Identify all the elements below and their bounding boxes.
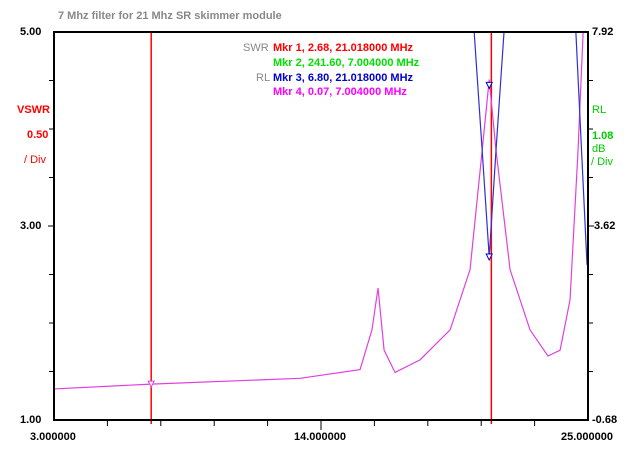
legend-rl-label: RL xyxy=(256,72,271,84)
marker-triangle xyxy=(147,380,155,389)
marker-triangle xyxy=(485,81,494,90)
left-tick-bottom: 1.00 xyxy=(20,414,42,426)
plot-frame xyxy=(53,31,589,421)
right-axis-label: RL xyxy=(592,104,607,116)
x-tick-mid: 14.000000 xyxy=(294,431,346,443)
x-tick-end: 25.000000 xyxy=(561,431,613,443)
right-tick-bottom: -0.68 xyxy=(592,414,618,426)
left-axis-label: VSWR xyxy=(17,104,50,116)
right-axis-unit: dB xyxy=(592,143,606,155)
left-tick-top: 5.00 xyxy=(20,26,42,38)
series-blue-a xyxy=(473,32,505,258)
chart-title: 7 Mhz filter for 21 Mhz SR skimmer modul… xyxy=(58,10,282,22)
left-axis-per-div: / Div xyxy=(24,154,46,166)
left-axis-scale: 0.50 xyxy=(27,129,49,141)
series-blue-b xyxy=(575,32,588,265)
right-tick-top: 7.92 xyxy=(592,26,614,38)
x-tick-start: 3.000000 xyxy=(30,431,76,443)
series-magenta xyxy=(54,32,584,390)
legend-mkr2: Mkr 2, 241.60, 7.004000 MHz xyxy=(273,57,420,69)
right-tick-mid: 3.62 xyxy=(594,220,616,232)
left-tick-mid: 3.00 xyxy=(20,220,42,232)
legend-mkr3: Mkr 3, 6.80, 21.018000 MHz xyxy=(273,72,414,84)
marker-triangle xyxy=(485,253,494,262)
legend-swr-label: SWR xyxy=(243,42,269,54)
right-axis-per-div: / Div xyxy=(591,156,613,168)
legend-mkr1: Mkr 1, 2.68, 21.018000 MHz xyxy=(273,42,414,54)
right-axis-scale: 1.08 xyxy=(592,130,614,142)
legend-mkr4: Mkr 4, 0.07, 7.004000 MHz xyxy=(273,86,407,98)
